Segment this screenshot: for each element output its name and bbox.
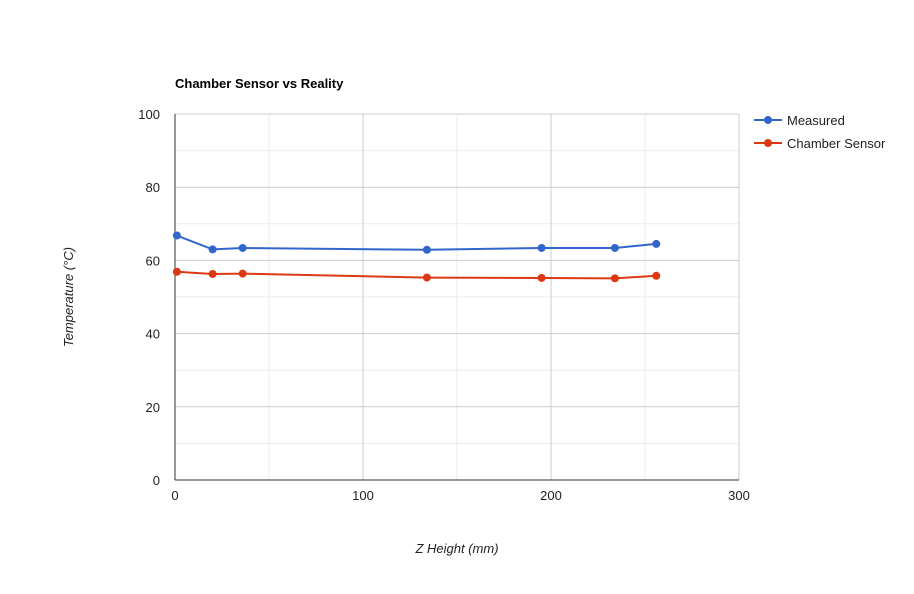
legend-swatch-marker	[764, 116, 772, 124]
data-point[interactable]	[537, 243, 546, 252]
data-point[interactable]	[610, 243, 619, 252]
y-tick-label: 60	[146, 253, 160, 268]
legend-item[interactable]: Chamber Sensor	[754, 136, 886, 151]
data-point[interactable]	[172, 267, 181, 276]
legend-label: Measured	[787, 113, 845, 128]
data-point[interactable]	[238, 269, 247, 278]
y-axis-label: Temperature (°C)	[61, 247, 76, 347]
grid	[175, 113, 740, 480]
x-tick-label: 200	[540, 488, 562, 503]
tick-labels: 0 100 200 300 0 20 40 60 80 100	[138, 107, 750, 503]
chart-title: Chamber Sensor vs Reality	[175, 76, 344, 91]
axes	[174, 114, 739, 481]
x-tick-label: 0	[171, 488, 178, 503]
x-tick-label: 300	[728, 488, 750, 503]
data-point[interactable]	[652, 239, 661, 248]
series-chamber-sensor	[172, 267, 661, 283]
data-point[interactable]	[208, 245, 217, 254]
data-point[interactable]	[422, 245, 431, 254]
series-line	[176, 234, 657, 251]
y-tick-label: 40	[146, 327, 160, 342]
series-layer	[172, 231, 661, 283]
series-line	[176, 270, 657, 280]
data-point[interactable]	[422, 273, 431, 282]
data-point[interactable]	[208, 269, 217, 278]
series-measured	[172, 231, 661, 254]
legend-swatch-marker	[764, 139, 772, 147]
x-tick-label: 100	[352, 488, 374, 503]
data-point[interactable]	[537, 273, 546, 282]
legend-label: Chamber Sensor	[787, 136, 886, 151]
y-tick-label: 20	[146, 400, 160, 415]
y-tick-label: 80	[146, 180, 160, 195]
legend-item[interactable]: Measured	[754, 113, 845, 128]
data-point[interactable]	[652, 271, 661, 280]
x-axis-label: Z Height (mm)	[414, 541, 498, 556]
data-point[interactable]	[610, 274, 619, 283]
y-tick-label: 100	[138, 107, 160, 122]
y-tick-label: 0	[153, 473, 160, 488]
data-point[interactable]	[238, 243, 247, 252]
data-point[interactable]	[172, 231, 181, 240]
legend[interactable]: Measured Chamber Sensor	[754, 113, 886, 151]
